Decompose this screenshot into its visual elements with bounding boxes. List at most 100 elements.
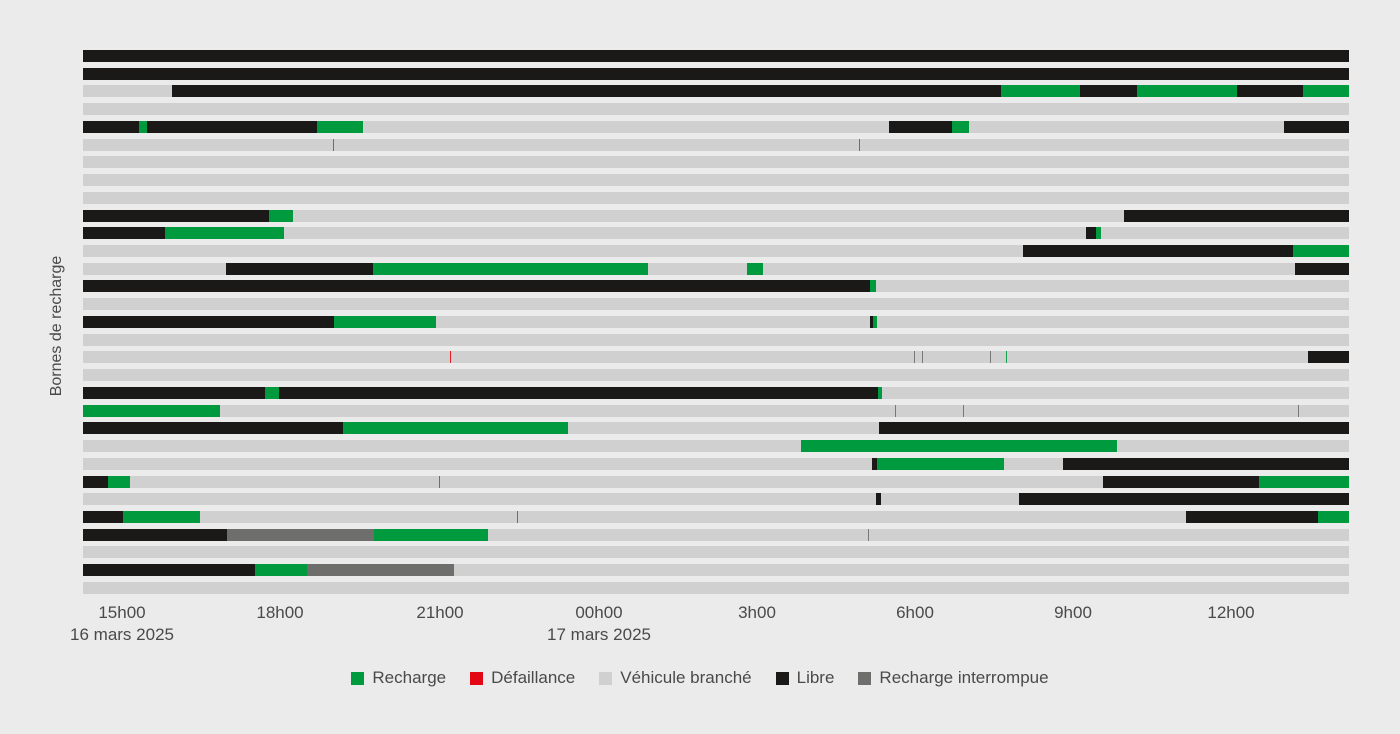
state-segment: [83, 369, 1349, 382]
state-segment: [1117, 440, 1349, 453]
charging-station-row: [83, 67, 1349, 80]
state-segment: [963, 404, 964, 417]
state-segment: [879, 422, 1349, 435]
state-segment: [83, 67, 1349, 80]
charging-station-row: [83, 404, 1349, 417]
state-segment: [1086, 227, 1096, 240]
state-segment: [83, 564, 255, 577]
state-segment: [895, 404, 896, 417]
state-segment: [83, 138, 1349, 151]
legend: Recharge Défaillance Véhicule branché Li…: [0, 668, 1400, 688]
x-tick-3h00: 3h00: [738, 602, 776, 624]
state-segment: [1298, 404, 1299, 417]
state-segment: [889, 120, 952, 133]
state-segment: [1295, 262, 1349, 275]
state-segment: [83, 245, 1023, 258]
x-tick-15h00: 15h00 16 mars 2025: [70, 602, 174, 646]
state-segment: [108, 475, 130, 488]
libre-swatch-icon: [775, 671, 789, 685]
tick-label: 12h00: [1207, 603, 1255, 622]
charging-station-row: [83, 298, 1349, 311]
legend-item-recharge-interrompue: Recharge interrompue: [858, 668, 1049, 688]
charging-station-row: [83, 546, 1349, 559]
state-segment: [1096, 227, 1101, 240]
state-segment: [83, 120, 139, 133]
state-segment: [881, 493, 1019, 506]
state-segment: [1308, 351, 1349, 364]
state-segment: [83, 546, 1349, 559]
state-segment: [200, 510, 1186, 523]
charging-station-row: [83, 227, 1349, 240]
state-segment: [343, 422, 568, 435]
charging-station-row: [83, 120, 1349, 133]
charging-station-row: [83, 510, 1349, 523]
state-segment: [488, 528, 1349, 541]
legend-label: Recharge interrompue: [879, 668, 1049, 687]
state-segment: [876, 280, 1349, 293]
state-segment: [83, 191, 1349, 204]
legend-item-vehicule-branche: Véhicule branché: [599, 668, 752, 688]
charging-station-row: [83, 245, 1349, 258]
tick-label: 00h00: [575, 603, 623, 622]
tick-date: 17 mars 2025: [547, 625, 651, 644]
state-segment: [363, 120, 889, 133]
state-segment: [1237, 85, 1303, 98]
state-segment: [1124, 209, 1349, 222]
state-segment: [1019, 493, 1349, 506]
state-segment: [454, 564, 1349, 577]
state-segment: [83, 493, 876, 506]
state-segment: [83, 262, 226, 275]
state-segment: [877, 457, 1004, 470]
tick-date: 16 mars 2025: [70, 625, 174, 644]
state-segment: [147, 120, 317, 133]
charging-station-row: [83, 422, 1349, 435]
charging-station-row: [83, 386, 1349, 399]
state-segment: [1001, 85, 1080, 98]
charging-station-row: [83, 85, 1349, 98]
timeline-plot: [83, 50, 1349, 595]
state-segment: [914, 351, 915, 364]
charging-station-row: [83, 280, 1349, 293]
legend-label: Défaillance: [491, 668, 576, 687]
charging-station-row: [83, 528, 1349, 541]
recharge-swatch-icon: [351, 671, 365, 685]
state-segment: [83, 528, 227, 541]
state-segment: [1063, 457, 1349, 470]
state-segment: [269, 209, 293, 222]
charging-station-row: [83, 564, 1349, 577]
state-segment: [450, 351, 451, 364]
state-segment: [220, 404, 1349, 417]
x-tick-6h00: 6h00: [896, 602, 934, 624]
state-segment: [83, 85, 172, 98]
state-segment: [990, 351, 991, 364]
legend-item-libre: Libre: [775, 668, 834, 688]
state-segment: [83, 298, 1349, 311]
state-segment: [317, 120, 363, 133]
state-segment: [83, 510, 123, 523]
state-segment: [1318, 510, 1349, 523]
state-segment: [373, 262, 648, 275]
recharge-interrompue-swatch-icon: [858, 671, 872, 685]
state-segment: [873, 315, 877, 328]
state-segment: [123, 510, 200, 523]
charging-station-row: [83, 581, 1349, 594]
state-segment: [279, 386, 878, 399]
state-segment: [83, 386, 265, 399]
state-segment: [1023, 245, 1293, 258]
charging-station-row: [83, 493, 1349, 506]
state-segment: [1259, 475, 1349, 488]
legend-item-recharge: Recharge: [351, 668, 446, 688]
charging-station-row: [83, 333, 1349, 346]
state-segment: [83, 404, 220, 417]
state-segment: [648, 262, 747, 275]
legend-label: Recharge: [372, 668, 447, 687]
charging-station-row: [83, 315, 1349, 328]
state-segment: [439, 475, 440, 488]
state-segment: [1006, 351, 1007, 364]
state-segment: [83, 422, 343, 435]
state-segment: [172, 85, 1001, 98]
state-segment: [1103, 475, 1259, 488]
state-segment: [1137, 85, 1237, 98]
state-segment: [226, 262, 373, 275]
charging-station-row: [83, 351, 1349, 364]
